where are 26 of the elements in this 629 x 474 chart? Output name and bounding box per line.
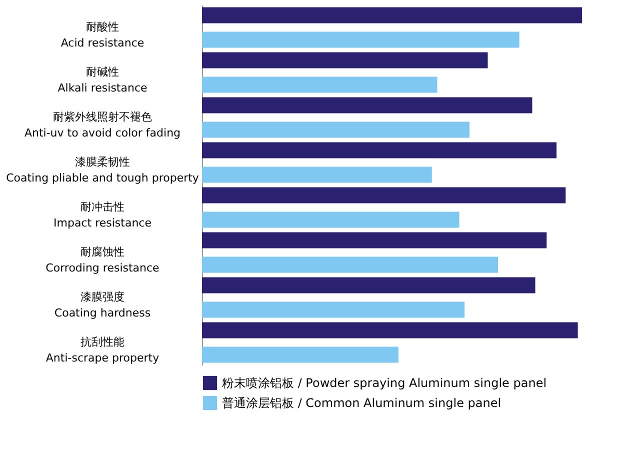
y-tick-label: 耐碱性 Alkali resistance [58,66,148,94]
bar [202,256,498,273]
bar [202,122,470,138]
y-tick-label: 漆膜强度 Coating hardness [54,290,151,320]
bar [202,277,536,294]
y-tick-label: 耐紫外线照射不褪色 Anti-uv to avoid color fading [24,110,181,140]
bar [202,302,465,318]
legend-label: 粉末喷涂铝板 / Powder spraying Aluminum single panel [222,376,547,390]
bar [202,76,438,93]
bar [202,166,432,183]
y-tick-label: 耐腐蚀性 Corroding resistance [46,246,160,274]
bar [202,232,547,248]
bar [202,142,557,158]
bar [202,187,566,204]
y-tick-label: 耐冲击性 Impact resistance [54,200,152,230]
bar [202,97,532,114]
y-tick-label: 耐酸性 Acid resistance [60,20,144,50]
legend-label: 普通涂层铝板 / Common Aluminum single panel [222,396,502,410]
bar [202,322,578,338]
bar [202,52,488,68]
bar [202,32,520,48]
bar [202,212,460,228]
bar [202,346,398,363]
y-tick-label: 抗刮性能 Anti-scrape property [46,336,160,364]
y-tick-label: 漆膜柔韧性 Coating pliable and tough property [6,156,200,184]
bar [202,7,582,24]
